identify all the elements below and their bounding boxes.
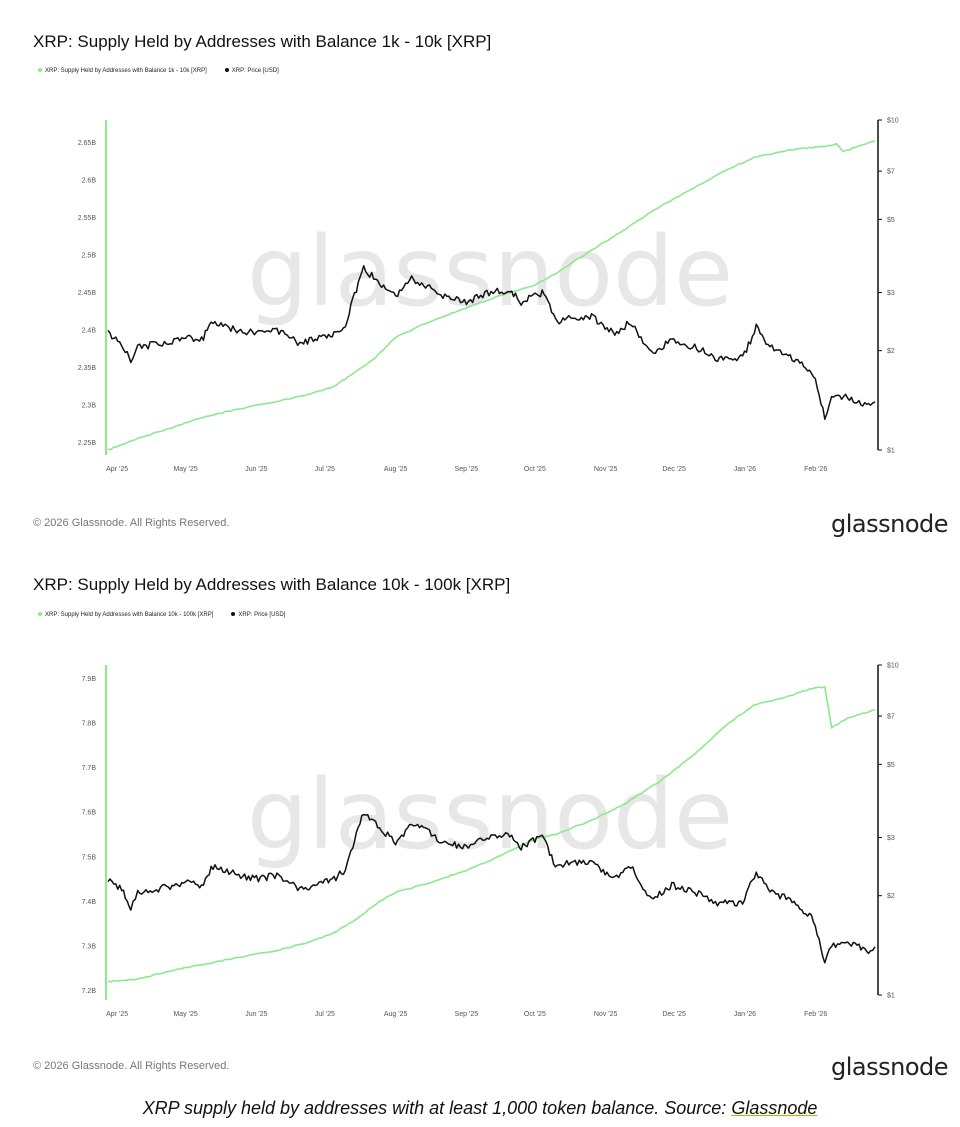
y-right-tick-label: $3 (887, 290, 895, 297)
x-tick-label: Jul '25 (315, 466, 335, 473)
x-tick-label: May '25 (173, 466, 197, 473)
legend-item-price[interactable]: XRP: Price [USD] (224, 68, 279, 74)
x-tick-label: Dec '25 (662, 1011, 686, 1018)
chart-panel-10k-100k: XRP: Supply Held by Addresses with Balan… (0, 545, 960, 1090)
chart-plot-10k-100k[interactable]: glassnode 7.2B 7.3B 7.4B 7.5B 7.6B 7.7B 7.8B 7.… (0, 545, 960, 1090)
x-tick-label: Jun '25 (245, 1011, 267, 1018)
supply-series-line (108, 140, 876, 451)
y-right-tick-label: $5 (887, 762, 895, 769)
y-left-tick-label: 2.35B (78, 365, 97, 372)
y-left-tick-label: 7.4B (82, 899, 97, 906)
x-tick-label: Aug '25 (384, 1011, 408, 1018)
y-left-tick-label: 7.3B (82, 943, 97, 950)
x-tick-label: Sep '25 (455, 466, 479, 473)
y-right-tick-label: $2 (887, 893, 895, 900)
x-tick-label: Feb '26 (804, 466, 827, 473)
y-left-tick-label: 2.3B (82, 403, 97, 410)
y-left-tick-label: 2.6B (82, 178, 97, 185)
copyright-text: © 2026 Glassnode. All Rights Reserved. (33, 517, 230, 529)
x-tick-label: Nov '25 (594, 1011, 618, 1018)
caption-text: XRP supply held by addresses with at lea… (142, 1098, 732, 1118)
x-tick-label: Jul '25 (315, 1011, 335, 1018)
y-right-tick-label: $7 (887, 714, 895, 721)
x-tick-label: Jun '25 (245, 466, 267, 473)
legend-item-supply[interactable]: XRP: Supply Held by Addresses with Balan… (38, 68, 207, 74)
x-tick-label: Jan '26 (734, 466, 756, 473)
y-right-tick-label: $3 (887, 835, 895, 842)
glassnode-logo: glassnode (830, 510, 949, 538)
copyright-text: © 2026 Glassnode. All Rights Reserved. (33, 1060, 230, 1072)
x-tick-label: May '25 (173, 1011, 197, 1018)
y-left-tick-label: 7.7B (82, 765, 97, 772)
legend-item-supply[interactable]: XRP: Supply Held by Addresses with Balan… (38, 612, 213, 618)
chart-plot-1k-10k[interactable]: glassnode 2.25B 2.3B 2.35B 2.4B 2.45B 2.5B 2.5… (0, 0, 960, 545)
chart-legend: XRP: Supply Held by Addresses with Balan… (38, 612, 285, 618)
legend-item-price[interactable]: XRP: Price [USD] (231, 612, 285, 618)
x-tick-label: Feb '26 (804, 1011, 827, 1018)
x-tick-label: Sep '25 (455, 1011, 479, 1018)
chart-panel-1k-10k: XRP: Supply Held by Addresses with Balan… (0, 0, 960, 545)
y-right-tick-label: $10 (887, 118, 899, 125)
watermark: glassnode (247, 759, 733, 871)
watermark: glassnode (247, 216, 733, 328)
x-tick-label: Nov '25 (594, 466, 618, 473)
x-tick-label: Dec '25 (662, 466, 686, 473)
chart-title: XRP: Supply Held by Addresses with Balan… (33, 32, 492, 51)
y-left-tick-label: 2.25B (78, 440, 97, 447)
glassnode-logo: glassnode (830, 1053, 949, 1081)
x-tick-label: Apr '25 (106, 1011, 128, 1018)
x-tick-label: Apr '25 (106, 466, 128, 473)
chart-legend: XRP: Supply Held by Addresses with Balan… (38, 68, 279, 74)
y-right-tick-label: $1 (887, 993, 895, 1000)
y-left-tick-label: 7.5B (82, 854, 97, 861)
y-left-tick-label: 7.2B (82, 988, 97, 995)
source-link[interactable]: Glassnode (731, 1098, 818, 1118)
x-tick-label: Aug '25 (384, 466, 408, 473)
y-right-tick-label: $7 (887, 169, 895, 176)
y-left-tick-label: 2.65B (78, 140, 97, 147)
y-left-tick-label: 7.8B (82, 720, 97, 727)
y-right-tick-label: $5 (887, 217, 895, 224)
x-tick-label: Oct '25 (524, 466, 546, 473)
y-right-tick-label: $10 (887, 663, 899, 670)
y-left-tick-label: 7.6B (82, 810, 97, 817)
x-tick-label: Jan '26 (734, 1011, 756, 1018)
y-left-tick-label: 7.9B (82, 676, 97, 683)
figure-caption: XRP supply held by addresses with at lea… (0, 1098, 960, 1119)
y-right-tick-label: $1 (887, 448, 895, 455)
price-series-line (107, 813, 876, 964)
x-tick-label: Oct '25 (524, 1011, 546, 1018)
supply-series-line (107, 685, 876, 983)
y-left-tick-label: 2.55B (78, 215, 97, 222)
price-series-line (107, 265, 876, 420)
y-left-tick-label: 2.5B (82, 253, 97, 260)
chart-title: XRP: Supply Held by Addresses with Balan… (33, 575, 511, 594)
y-right-tick-label: $2 (887, 348, 895, 355)
y-left-tick-label: 2.4B (82, 328, 97, 335)
y-left-tick-label: 2.45B (78, 290, 97, 297)
